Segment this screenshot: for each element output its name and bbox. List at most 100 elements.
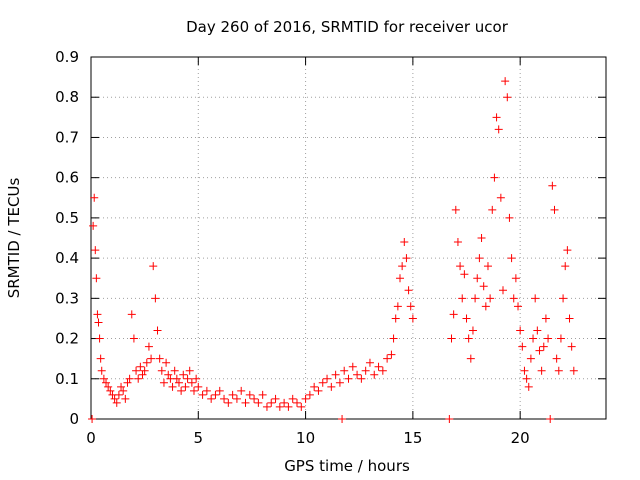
data-point (451, 205, 460, 214)
data-point (245, 390, 254, 399)
y-tick-label: 0.7 (55, 128, 79, 146)
data-point (280, 398, 289, 407)
data-point (404, 286, 413, 295)
data-point (483, 262, 492, 271)
data-point (172, 374, 181, 383)
data-point (162, 358, 171, 367)
data-point (473, 274, 482, 283)
data-point (550, 205, 559, 214)
x-tick-label: 15 (403, 429, 422, 447)
data-point (520, 366, 529, 375)
data-points (88, 77, 578, 423)
data-point (323, 374, 332, 383)
data-point (466, 354, 475, 363)
data-point (187, 378, 196, 387)
data-point (138, 370, 147, 379)
data-point (338, 415, 347, 423)
data-point (134, 374, 143, 383)
data-point (95, 334, 104, 343)
data-point (468, 326, 477, 335)
data-point (215, 386, 224, 395)
data-point (110, 394, 119, 403)
data-point (185, 366, 194, 375)
grid (91, 57, 606, 419)
y-axis-label: SRMTID / TECUs (5, 178, 23, 299)
data-point (318, 378, 327, 387)
data-point (396, 274, 404, 283)
data-point (488, 205, 497, 214)
data-point (531, 294, 540, 303)
data-point (140, 366, 149, 375)
data-point (518, 342, 527, 351)
x-axis-label: GPS time / hours (284, 457, 410, 475)
data-point (250, 394, 259, 403)
data-point (106, 386, 115, 395)
data-point (267, 398, 276, 407)
data-point (181, 382, 190, 391)
data-point (353, 370, 362, 379)
data-point (310, 382, 319, 391)
data-point (481, 302, 490, 311)
data-point (93, 310, 102, 319)
data-point (99, 374, 108, 383)
data-point (471, 294, 480, 303)
data-point (142, 358, 151, 367)
data-point (378, 366, 387, 375)
data-point (241, 398, 250, 407)
data-point (331, 370, 340, 379)
data-point (447, 334, 456, 343)
data-point (503, 93, 512, 102)
data-point (155, 354, 164, 363)
data-point (507, 254, 516, 263)
data-point (569, 366, 578, 375)
data-point (88, 415, 97, 423)
data-point (153, 326, 162, 335)
data-point (151, 294, 160, 303)
data-point (563, 246, 572, 255)
data-point (271, 394, 280, 403)
data-point (179, 370, 188, 379)
data-point (97, 366, 106, 375)
x-tick-label: 20 (511, 429, 530, 447)
data-point (335, 378, 344, 387)
data-point (194, 382, 203, 391)
data-point (546, 415, 555, 423)
plot-frame (90, 56, 607, 420)
data-point (305, 390, 314, 399)
data-point (548, 181, 557, 190)
data-point (544, 334, 553, 343)
y-tick-label: 0.5 (55, 209, 79, 227)
data-point (494, 125, 503, 134)
data-point (114, 390, 123, 399)
data-point (522, 374, 531, 383)
data-point (456, 262, 465, 271)
data-point (552, 354, 561, 363)
y-tick-label: 0.3 (55, 289, 79, 307)
data-point (254, 398, 263, 407)
data-point (149, 262, 158, 271)
data-point (288, 394, 297, 403)
data-point (535, 346, 544, 355)
data-point (449, 310, 458, 319)
y-tick-label: 0.9 (55, 48, 79, 66)
data-point (198, 390, 207, 399)
data-point (220, 394, 229, 403)
data-point (164, 370, 173, 379)
data-point (511, 274, 520, 283)
data-point (477, 234, 486, 242)
data-point (228, 390, 237, 399)
data-point (374, 362, 383, 371)
data-point (541, 314, 550, 323)
data-point (357, 374, 366, 383)
data-point (211, 390, 220, 399)
axis-ticks: 0 0.1 0.2 0.3 0.4 0.5 0.6 0.7 0.8 0.9 0 5 10 15 20 (55, 48, 606, 447)
data-point (157, 366, 166, 375)
data-point (408, 314, 417, 323)
data-point (202, 386, 211, 395)
data-point (119, 386, 128, 395)
data-point (464, 334, 473, 343)
data-point (94, 318, 103, 327)
data-point (90, 193, 99, 202)
data-point (559, 294, 568, 303)
